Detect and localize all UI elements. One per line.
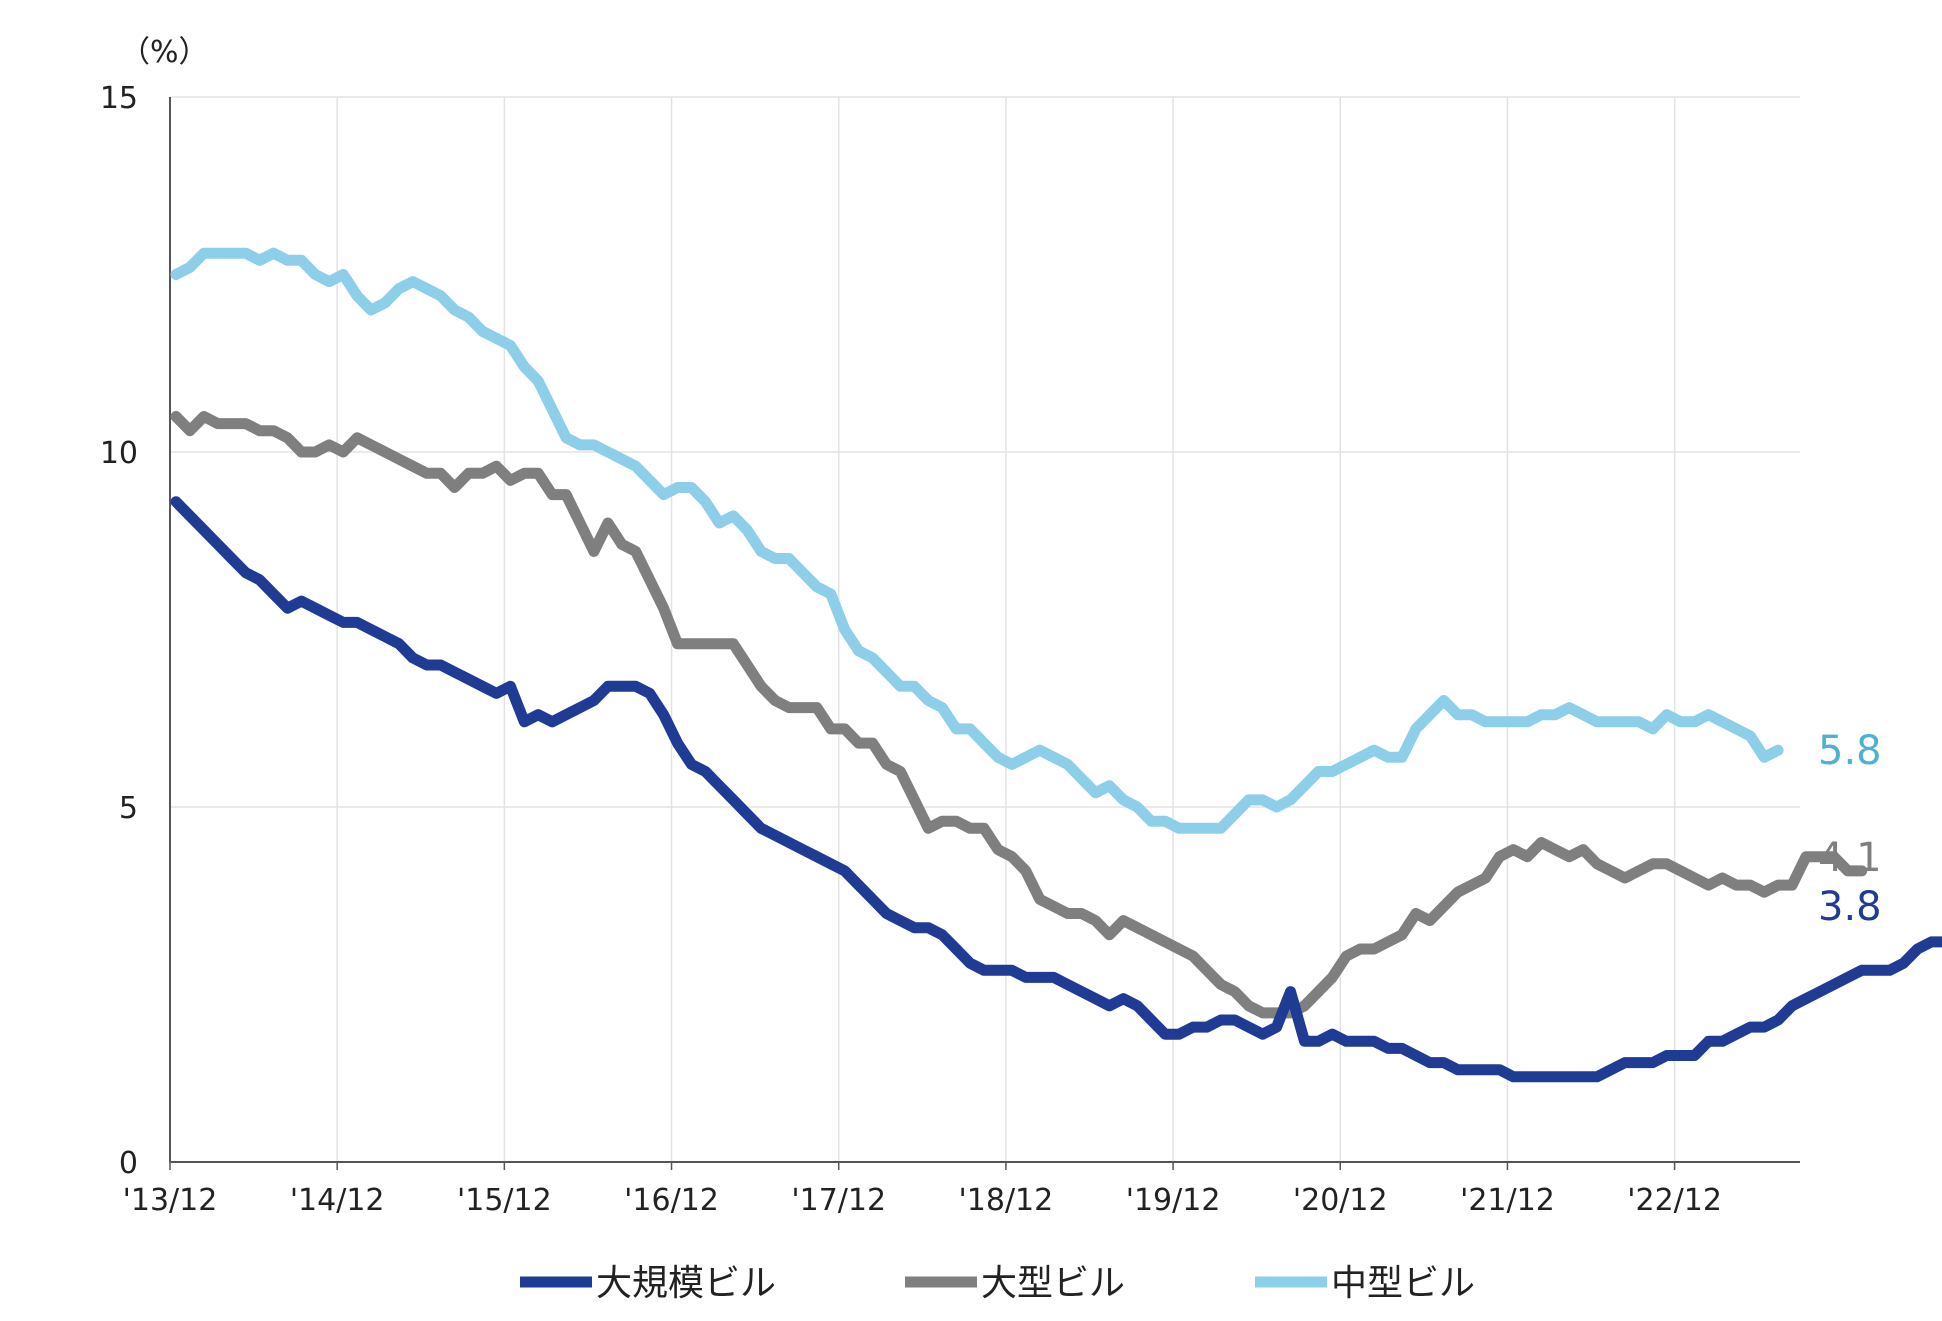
legend-label: 中型ビル — [1331, 1263, 1475, 1304]
y-tick-label: 10 — [100, 436, 138, 471]
x-tick-label: '13/12 — [123, 1183, 218, 1218]
series-line-0 — [170, 496, 1942, 1083]
series-line-1 — [170, 411, 1868, 1019]
end-value-label: 4.1 — [1818, 835, 1882, 881]
legend-item: 大型ビル — [905, 1263, 1125, 1304]
x-tick-label: '20/12 — [1293, 1183, 1388, 1218]
legend-item: 中型ビル — [1255, 1263, 1475, 1304]
x-tick-label: '16/12 — [624, 1183, 719, 1218]
end-value-label: 3.8 — [1818, 884, 1882, 930]
grid-lines — [170, 96, 1800, 1162]
x-tick-label: '18/12 — [959, 1183, 1054, 1218]
end-value-label: 5.8 — [1818, 728, 1882, 774]
y-tick-label: 5 — [119, 791, 138, 826]
end-labels: 3.84.1 5.8 — [1818, 728, 1882, 930]
legend-label: 大型ビル — [981, 1263, 1125, 1304]
y-tick-label: 15 — [100, 81, 138, 116]
legend: 大規模ビル 大型ビル 中型ビル — [520, 1263, 1475, 1304]
x-tick-label: '19/12 — [1126, 1183, 1221, 1218]
x-tick-label: '22/12 — [1627, 1183, 1722, 1218]
legend-item: 大規模ビル — [520, 1263, 776, 1304]
axes: 0 5 10 15 '13/12 '14/12 '15/12 '16/12 '17/12 '18/… — [100, 35, 1800, 1218]
x-tick-label: '21/12 — [1460, 1183, 1555, 1218]
y-tick-label: 0 — [119, 1146, 138, 1181]
series-line-2 — [170, 247, 1784, 834]
legend-label: 大規模ビル — [596, 1263, 776, 1304]
series-lines — [170, 247, 1942, 1083]
x-tick-label: '17/12 — [791, 1183, 886, 1218]
x-tick-label: '15/12 — [457, 1183, 552, 1218]
y-unit-label: （%） — [120, 35, 209, 70]
x-tick-label: '14/12 — [290, 1183, 385, 1218]
